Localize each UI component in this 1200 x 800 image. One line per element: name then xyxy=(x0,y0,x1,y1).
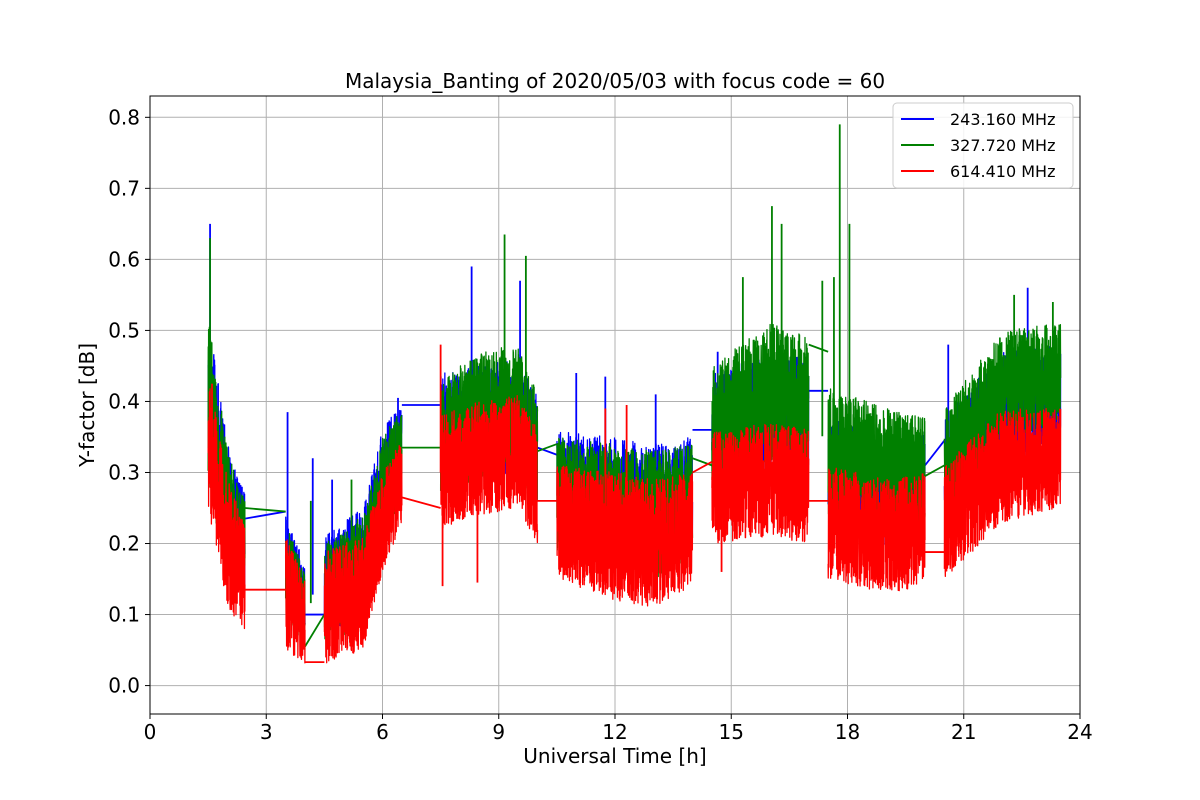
series-2-segment-4 xyxy=(556,465,694,607)
y-tick-label: 0.1 xyxy=(108,603,140,627)
x-tick-label: 3 xyxy=(260,720,273,744)
x-tick-label: 0 xyxy=(144,720,157,744)
series-1-gap-line xyxy=(537,443,558,453)
y-tick-label: 0.7 xyxy=(108,176,140,200)
series-2-segment-7 xyxy=(943,408,1062,578)
series-2-segment-1 xyxy=(284,539,306,664)
x-axis-label: Universal Time [h] xyxy=(523,744,706,768)
legend-entry-1: 327.720 MHz xyxy=(950,136,1055,155)
series-2-segment-5 xyxy=(711,423,810,544)
y-axis-label: Y-factor [dB] xyxy=(75,343,99,468)
series-1-gap-line xyxy=(244,507,286,513)
series-0-gap-line xyxy=(244,510,286,520)
y-tick-label: 0.5 xyxy=(108,318,140,342)
chart-title: Malaysia_Banting of 2020/05/03 with focu… xyxy=(345,69,885,93)
series-1-segment-5 xyxy=(711,323,810,491)
ticks: 0 3 6 9 12 15 18 21 24 0.0 0.1 0.2 0.3 0.4 0.5 0.6 0.7 0.… xyxy=(108,105,1093,744)
legend-box xyxy=(892,102,1074,189)
x-tick-label: 24 xyxy=(1067,720,1092,744)
legend-entry-2: 614.410 MHz xyxy=(950,162,1055,181)
x-tick-label: 9 xyxy=(492,720,505,744)
series-2-gap-line xyxy=(692,461,713,474)
x-tick-label: 18 xyxy=(835,720,860,744)
x-tick-label: 15 xyxy=(719,720,744,744)
legend: 243.160 MHz 327.720 MHz 614.410 MHz xyxy=(892,102,1074,189)
series-2-segment-2 xyxy=(323,444,403,664)
series-2-segment-6 xyxy=(827,467,926,592)
series-1-gap-line xyxy=(304,614,326,647)
series-2-gap-line xyxy=(401,496,441,509)
y-tick-label: 0.3 xyxy=(108,460,140,484)
series-2 xyxy=(207,344,1062,664)
series-2-segment-0 xyxy=(207,388,246,630)
series-0-gap-line xyxy=(537,446,558,456)
series-layer xyxy=(207,124,1062,664)
series-1-gap-line xyxy=(808,343,829,353)
series-0-gap-line xyxy=(924,439,946,466)
x-tick-label: 6 xyxy=(376,720,389,744)
series-2-segment-3 xyxy=(439,395,539,544)
y-tick-label: 0.0 xyxy=(108,674,140,698)
y-tick-label: 0.8 xyxy=(108,105,140,129)
y-tick-label: 0.2 xyxy=(108,532,140,556)
x-tick-label: 12 xyxy=(602,720,627,744)
series-1-segment-3 xyxy=(439,347,539,504)
legend-entry-0: 243.160 MHz xyxy=(950,110,1055,129)
y-tick-label: 0.6 xyxy=(108,247,140,271)
x-tick-label: 21 xyxy=(951,720,976,744)
y-tick-label: 0.4 xyxy=(108,389,140,413)
series-1-gap-line xyxy=(924,464,945,477)
